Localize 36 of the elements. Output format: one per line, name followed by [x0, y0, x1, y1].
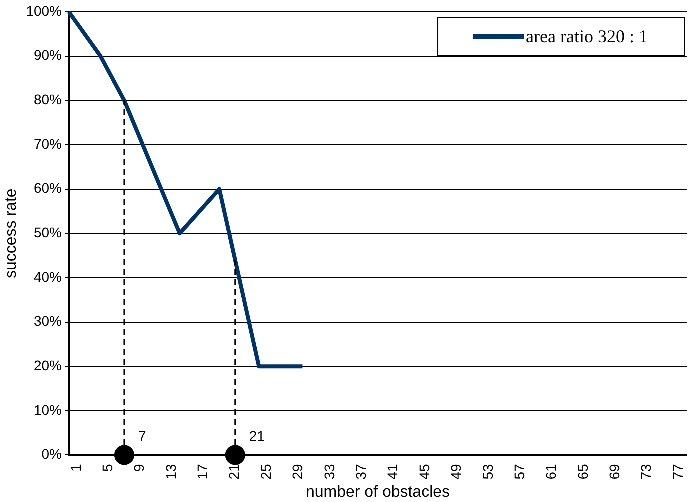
- y-tick-label: 0%: [42, 446, 62, 462]
- x-tick-label: 65: [574, 464, 591, 480]
- legend-label: area ratio 320 : 1: [526, 26, 648, 47]
- y-tick-label: 100%: [26, 2, 62, 19]
- x-axis-title: number of obstacles: [306, 484, 450, 501]
- y-tick-label: 40%: [34, 268, 62, 285]
- x-tick-label: 73: [638, 464, 654, 480]
- x-tick-label: 21: [226, 464, 242, 480]
- x-tick-label: 61: [543, 464, 560, 480]
- x-tick-label: 33: [321, 464, 338, 480]
- x-tick-label: 49: [448, 464, 464, 480]
- x-tick-label: 9: [131, 464, 148, 472]
- y-axis-title: success rate: [3, 188, 20, 279]
- x-tick-label: 69: [606, 464, 623, 480]
- x-tick-label: 53: [480, 464, 496, 480]
- y-tick-label: 20%: [34, 357, 62, 374]
- y-tick-label: 80%: [34, 92, 62, 108]
- y-tick-label: 70%: [34, 136, 62, 152]
- y-tick-label: 90%: [34, 47, 62, 64]
- x-tick-label: 37: [353, 464, 369, 480]
- x-tick-label: 77: [670, 464, 686, 480]
- y-tick-label: 50%: [34, 224, 62, 240]
- x-tick-label: 25: [258, 464, 274, 480]
- x-tick-label: 17: [194, 464, 211, 480]
- x-tick-label: 5: [99, 464, 116, 472]
- x-tick-label: 1: [68, 464, 84, 472]
- x-tick-label: 57: [511, 464, 528, 480]
- y-tick-label: 60%: [34, 180, 62, 196]
- ref-line-label: 7: [138, 428, 146, 444]
- x-tick-label: 41: [384, 464, 401, 480]
- x-tick-label: 13: [162, 464, 179, 480]
- y-tick-label: 30%: [34, 313, 62, 330]
- y-tick-label: 10%: [34, 402, 62, 418]
- ref-line-label: 21: [249, 428, 266, 444]
- x-tick-label: 29: [290, 464, 306, 480]
- x-tick-label: 45: [416, 464, 432, 480]
